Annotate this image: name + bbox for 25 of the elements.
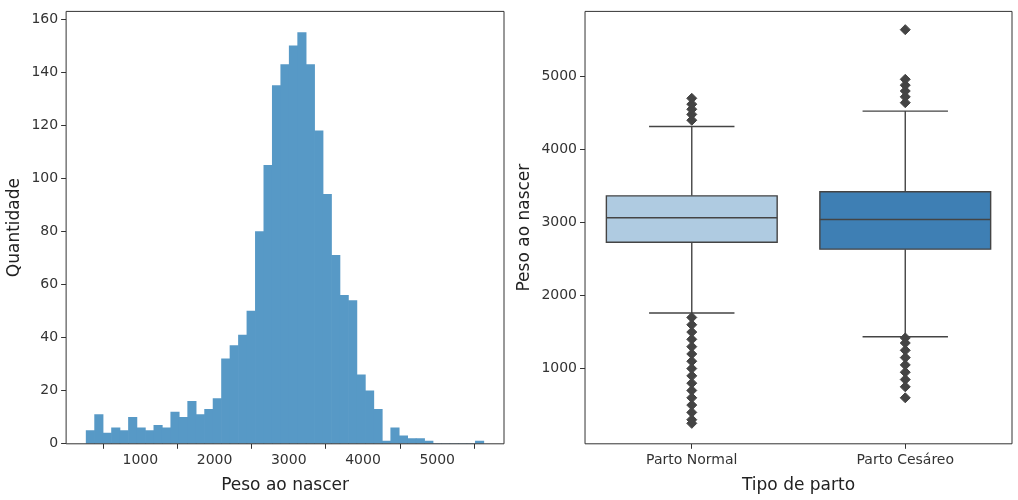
y-tick-label: 0 (49, 434, 59, 451)
y-tick-label: 4000 (541, 140, 578, 157)
y-tick-label: 1000 (541, 359, 578, 376)
x-tick-label: 3000 (270, 450, 307, 467)
y-tick-label: 2000 (541, 286, 578, 303)
y-tick-label: 80 (40, 222, 59, 239)
x-axis-title: Peso ao nascer (221, 474, 349, 495)
y-axis-title: Quantidade (2, 178, 23, 278)
y-axis-title: Peso ao nascer (512, 163, 533, 292)
x-tick-label: Parto Normal (646, 450, 738, 467)
y-tick-label: 100 (31, 169, 59, 186)
x-tick-label: 5000 (419, 450, 456, 467)
x-axis-title: Tipo de parto (740, 474, 856, 495)
y-tick-label: 120 (31, 116, 59, 133)
x-tick-label: Parto Cesáreo (856, 450, 955, 467)
y-tick-label: 3000 (541, 213, 578, 230)
y-tick-label: 160 (31, 10, 59, 26)
x-tick-label: 1000 (122, 450, 159, 467)
y-tick-label: 5000 (541, 67, 578, 84)
x-tick-label: 4000 (345, 450, 381, 467)
y-tick-label: 20 (40, 381, 59, 398)
y-tick-label: 60 (40, 275, 59, 292)
y-tick-label: 40 (40, 328, 59, 345)
x-tick-label: 2000 (196, 450, 233, 467)
y-tick-label: 140 (31, 63, 59, 80)
